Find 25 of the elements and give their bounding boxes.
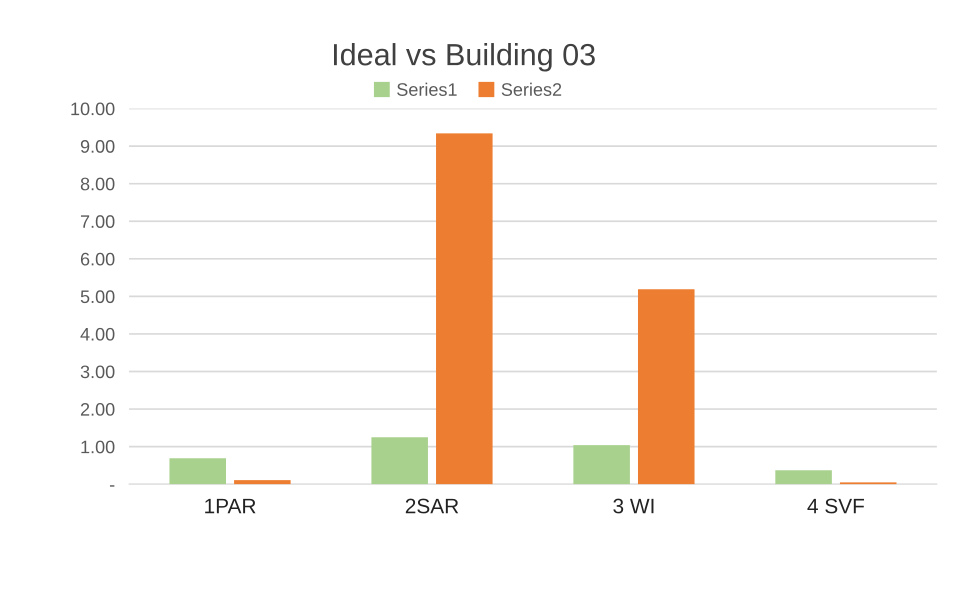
chart-title: Ideal vs Building 03 bbox=[334, 43, 595, 72]
x-tick-label: 4 SVF bbox=[807, 498, 864, 514]
y-tick-label: 9.00 bbox=[80, 140, 114, 153]
y-tick-label: - bbox=[110, 485, 114, 487]
bar bbox=[573, 445, 630, 484]
y-tick-label: 4.00 bbox=[80, 328, 114, 341]
y-tick-label: 8.00 bbox=[80, 178, 114, 190]
bar bbox=[234, 480, 291, 484]
bar bbox=[436, 133, 493, 484]
y-tick-label: 6.00 bbox=[80, 252, 114, 266]
y-tick-label: 10.00 bbox=[71, 102, 114, 116]
bar bbox=[169, 458, 226, 484]
x-tick-label: 3 WI bbox=[613, 498, 654, 514]
y-tick-label: 5.00 bbox=[80, 290, 114, 304]
bar bbox=[775, 470, 832, 484]
y-tick-label: 2.00 bbox=[80, 403, 114, 416]
y-tick-label: 7.00 bbox=[80, 215, 114, 228]
x-tick-label: 1PAR bbox=[205, 498, 256, 514]
legend-label: Series1 bbox=[397, 82, 457, 96]
x-tick-label: 2SAR bbox=[406, 498, 458, 514]
y-tick-label: 3.00 bbox=[80, 365, 114, 378]
y-tick-label: 1.00 bbox=[81, 440, 114, 454]
bar bbox=[638, 289, 695, 484]
bar bbox=[371, 437, 428, 484]
legend-label: Series2 bbox=[502, 82, 562, 96]
